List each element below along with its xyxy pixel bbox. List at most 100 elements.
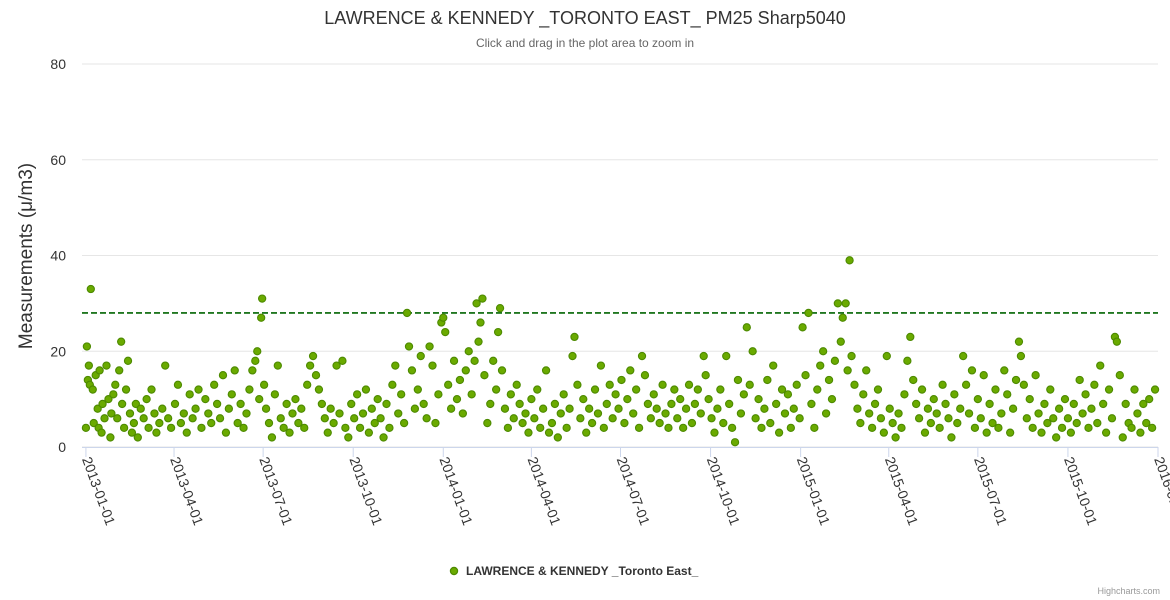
data-point[interactable] (1118, 433, 1127, 442)
data-point[interactable] (419, 399, 428, 409)
data-point[interactable] (830, 356, 840, 365)
data-point[interactable] (224, 404, 234, 413)
data-point[interactable] (1008, 404, 1018, 413)
data-point[interactable] (470, 356, 479, 365)
data-point[interactable] (410, 404, 420, 413)
data-point[interactable] (166, 423, 176, 432)
data-point[interactable] (308, 351, 318, 361)
data-point[interactable] (593, 409, 603, 418)
data-point[interactable] (661, 409, 670, 418)
data-point[interactable] (491, 385, 501, 394)
data-point[interactable] (361, 385, 371, 394)
data-point[interactable] (144, 423, 153, 432)
data-point[interactable] (264, 418, 274, 428)
data-point[interactable] (257, 294, 267, 303)
data-point[interactable] (774, 428, 784, 437)
data-point[interactable] (509, 414, 518, 423)
data-point[interactable] (248, 366, 257, 375)
data-point[interactable] (536, 423, 545, 432)
data-point[interactable] (833, 299, 842, 308)
data-point[interactable] (867, 423, 877, 432)
data-point[interactable] (947, 433, 956, 442)
data-point[interactable] (294, 418, 303, 428)
data-point[interactable] (544, 428, 554, 437)
data-point[interactable] (950, 390, 959, 399)
data-point[interactable] (1075, 375, 1084, 385)
data-point[interactable] (614, 404, 623, 413)
data-point[interactable] (533, 385, 542, 394)
data-point[interactable] (326, 404, 335, 413)
data-point[interactable] (1040, 399, 1049, 409)
data-point[interactable] (1078, 409, 1087, 418)
data-point[interactable] (109, 390, 118, 399)
data-point[interactable] (416, 351, 425, 361)
data-point[interactable] (267, 433, 277, 442)
data-point[interactable] (1099, 399, 1108, 409)
data-point[interactable] (754, 394, 763, 404)
data-point[interactable] (391, 361, 400, 370)
data-point[interactable] (780, 409, 790, 418)
data-point[interactable] (1025, 394, 1034, 404)
data-point[interactable] (739, 390, 749, 399)
data-point[interactable] (620, 418, 629, 428)
data-point[interactable] (176, 418, 186, 428)
data-point[interactable] (1101, 428, 1111, 437)
data-point[interactable] (541, 366, 551, 375)
data-point[interactable] (204, 409, 213, 418)
data-point[interactable] (757, 423, 766, 432)
data-point[interactable] (838, 313, 847, 322)
data-point[interactable] (982, 428, 991, 437)
data-point[interactable] (521, 409, 530, 418)
data-point[interactable] (777, 385, 787, 394)
data-point[interactable] (347, 399, 356, 409)
data-point[interactable] (300, 423, 309, 432)
data-point[interactable] (795, 414, 804, 423)
data-point[interactable] (489, 356, 498, 365)
data-point[interactable] (297, 404, 306, 413)
data-point[interactable] (314, 385, 324, 394)
data-point[interactable] (538, 404, 548, 413)
data-point[interactable] (733, 375, 743, 385)
data-point[interactable] (1142, 418, 1151, 428)
data-point[interactable] (576, 414, 585, 423)
data-point[interactable] (1063, 414, 1073, 423)
data-point[interactable] (816, 361, 825, 370)
data-point[interactable] (976, 414, 985, 423)
data-point[interactable] (352, 390, 362, 399)
data-point[interactable] (923, 404, 933, 413)
data-point[interactable] (1127, 423, 1136, 432)
data-point[interactable] (690, 399, 700, 409)
data-point[interactable] (1090, 380, 1099, 389)
data-point[interactable] (699, 351, 708, 361)
data-point[interactable] (713, 404, 722, 413)
data-point[interactable] (288, 409, 297, 418)
data-point[interactable] (856, 418, 865, 428)
data-point[interactable] (917, 385, 927, 394)
data-point[interactable] (772, 399, 781, 409)
data-point[interactable] (444, 380, 453, 389)
data-point[interactable] (373, 394, 382, 404)
data-point[interactable] (478, 294, 487, 303)
legend[interactable]: LAWRENCE & KENNEDY _Toronto East_ (449, 564, 699, 578)
data-point[interactable] (1003, 390, 1012, 399)
data-point[interactable] (329, 418, 338, 428)
data-point[interactable] (486, 399, 495, 409)
data-point[interactable] (86, 284, 95, 294)
data-point[interactable] (590, 385, 600, 394)
data-point[interactable] (716, 385, 725, 394)
data-point[interactable] (585, 404, 594, 413)
data-point[interactable] (873, 385, 883, 394)
data-point[interactable] (139, 414, 148, 423)
data-point[interactable] (161, 361, 170, 370)
data-point[interactable] (530, 414, 539, 423)
data-point[interactable] (1084, 423, 1093, 432)
data-point[interactable] (106, 433, 115, 442)
data-point[interactable] (227, 390, 236, 399)
data-point[interactable] (461, 366, 470, 375)
data-point[interactable] (115, 366, 124, 375)
data-point[interactable] (131, 399, 140, 409)
data-point[interactable] (303, 380, 312, 389)
data-point[interactable] (458, 409, 468, 418)
data-point[interactable] (894, 409, 903, 418)
data-point[interactable] (935, 423, 944, 432)
